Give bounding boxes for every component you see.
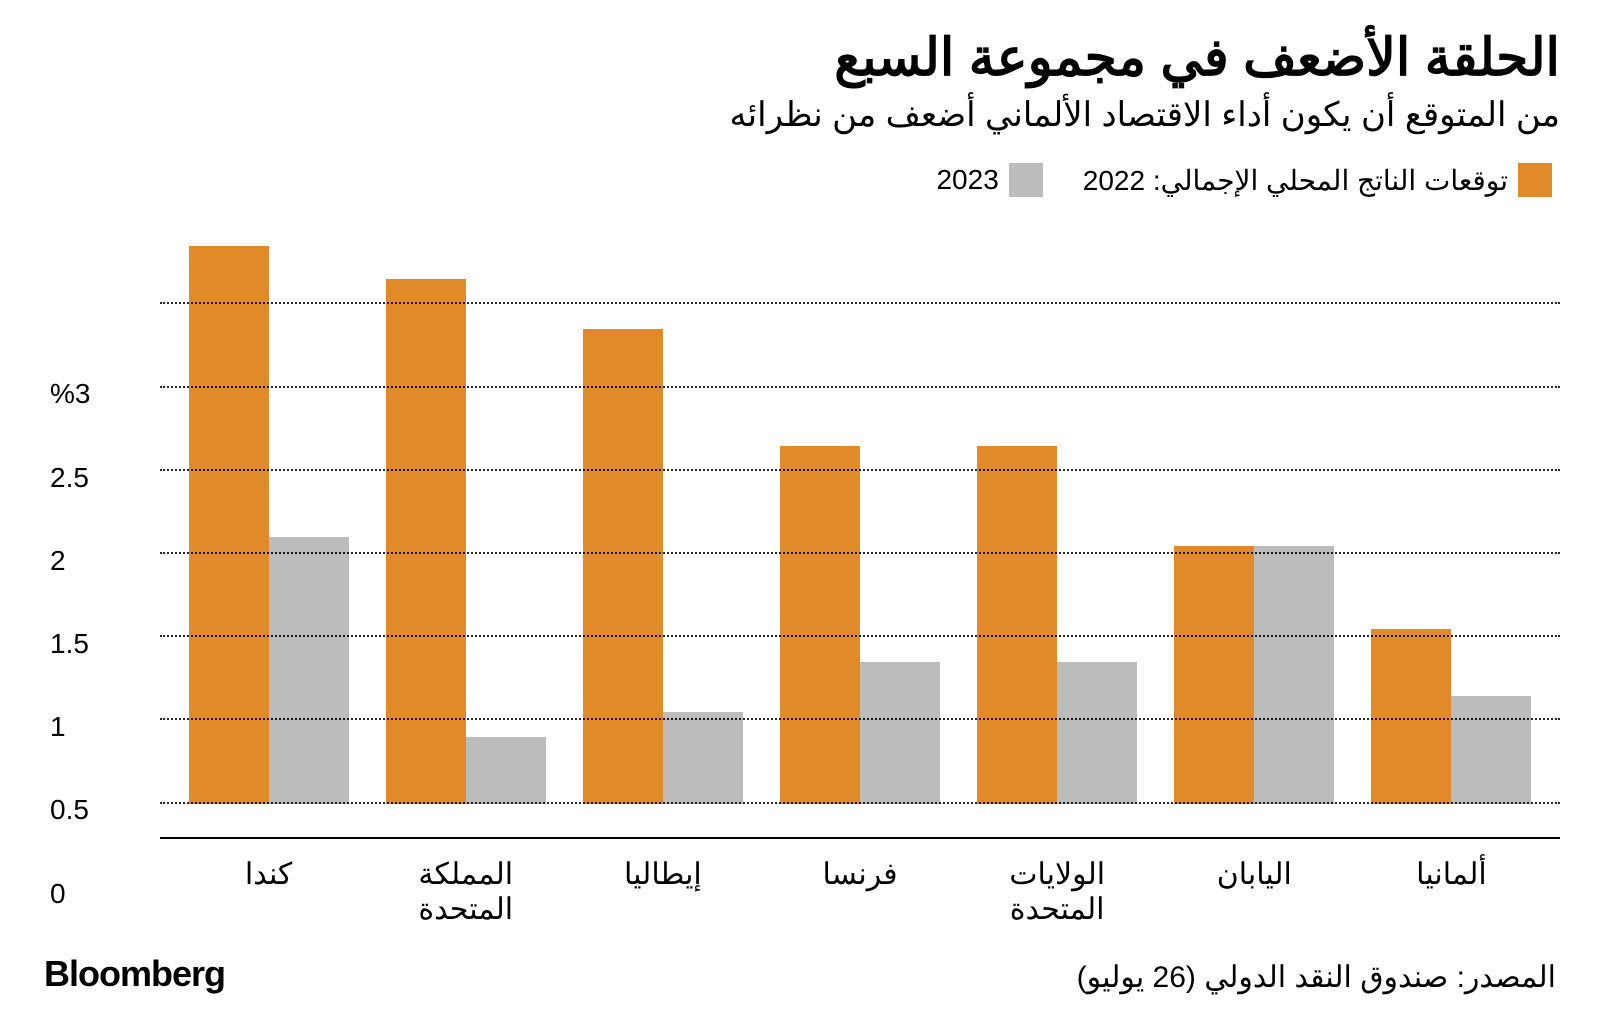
- chart-title: الحلقة الأضعف في مجموعة السبع: [40, 30, 1560, 87]
- gridline: [160, 469, 1560, 471]
- bar-2023: [663, 712, 743, 804]
- chart-container: الحلقة الأضعف في مجموعة السبع من المتوقع…: [0, 0, 1600, 1025]
- source-text: المصدر: صندوق النقد الدولي (26 يوليو): [1077, 960, 1556, 995]
- brand-logo: Bloomberg: [44, 953, 225, 995]
- legend-label-2023: 2023: [936, 164, 998, 196]
- bar-group: [770, 446, 950, 837]
- x-tick-label: ألمانيا: [1361, 857, 1541, 927]
- bar-group: [1164, 546, 1344, 837]
- bar-group: [179, 246, 359, 837]
- x-tick-label: الولايات المتحدة: [967, 857, 1147, 927]
- gridline: [160, 552, 1560, 554]
- legend: توقعات الناتج المحلي الإجمالي: 2022 2023: [40, 163, 1560, 197]
- x-axis-labels: كنداالمملكة المتحدةإيطاليافرنساالولايات …: [160, 839, 1560, 927]
- plot-outer: كنداالمملكة المتحدةإيطاليافرنساالولايات …: [130, 221, 1560, 927]
- bar-group: [376, 279, 556, 837]
- plot: [160, 221, 1560, 839]
- x-tick-label: فرنسا: [770, 857, 950, 927]
- y-tick-label: 0: [50, 878, 66, 910]
- legend-swatch-2022: [1518, 163, 1552, 197]
- x-tick-label: إيطاليا: [573, 857, 753, 927]
- footer: المصدر: صندوق النقد الدولي (26 يوليو) Bl…: [40, 953, 1560, 995]
- bar-group: [1361, 629, 1541, 837]
- bar-2023: [1057, 662, 1137, 804]
- y-tick-label: %3: [50, 378, 90, 410]
- bar-2022: [583, 329, 663, 803]
- gridline: [160, 718, 1560, 720]
- legend-swatch-2023: [1009, 163, 1043, 197]
- x-tick-label: المملكة المتحدة: [376, 857, 556, 927]
- bar-2022: [977, 446, 1057, 804]
- bar-2023: [269, 537, 349, 803]
- bar-2022: [780, 446, 860, 804]
- y-tick-label: 2.5: [50, 462, 89, 494]
- legend-label-2022: توقعات الناتج المحلي الإجمالي: 2022: [1083, 164, 1508, 197]
- y-axis: 0 0.5 1 1.5 2 2.5 %3: [40, 221, 130, 927]
- bar-group: [967, 446, 1147, 837]
- bar-2023: [860, 662, 940, 804]
- bars-layer: [160, 221, 1560, 837]
- legend-item-2023: 2023: [936, 163, 1042, 197]
- legend-item-2022: توقعات الناتج المحلي الإجمالي: 2022: [1083, 163, 1552, 197]
- chart-area: كنداالمملكة المتحدةإيطاليافرنساالولايات …: [40, 221, 1560, 927]
- gridline: [160, 302, 1560, 304]
- bar-2023: [1254, 546, 1334, 804]
- gridline: [160, 386, 1560, 388]
- bar-2022: [386, 279, 466, 803]
- y-tick-label: 2: [50, 545, 66, 577]
- bar-2023: [1451, 696, 1531, 804]
- bar-2022: [1174, 546, 1254, 804]
- y-tick-label: 1: [50, 711, 66, 743]
- chart-subtitle: من المتوقع أن يكون أداء الاقتصاد الألمان…: [40, 95, 1560, 135]
- bar-group: [573, 329, 753, 837]
- x-tick-label: اليابان: [1164, 857, 1344, 927]
- gridline: [160, 802, 1560, 804]
- bar-2022: [1371, 629, 1451, 804]
- y-tick-label: 1.5: [50, 628, 89, 660]
- x-tick-label: كندا: [179, 857, 359, 927]
- bar-2023: [466, 737, 546, 804]
- gridline: [160, 635, 1560, 637]
- y-tick-label: 0.5: [50, 794, 89, 826]
